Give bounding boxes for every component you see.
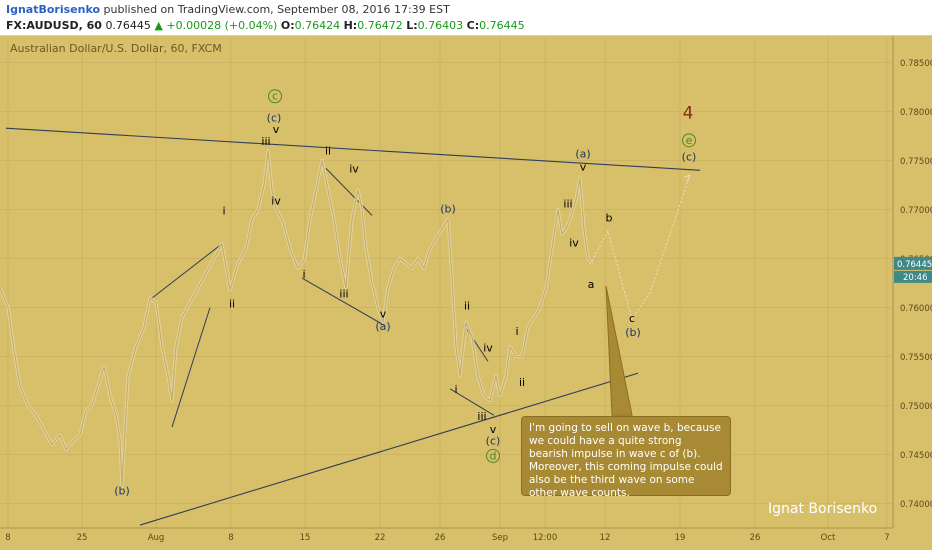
wave-channel-line	[301, 277, 385, 326]
x-tick-label: 26	[750, 533, 761, 543]
x-tick-label: 12	[600, 533, 611, 543]
wave-label: iv	[483, 342, 493, 355]
ohlc-line: FX:AUDUSD, 60 0.76445 ▲ +0.00028 (+0.04%…	[6, 19, 525, 32]
x-tick-label: Oct	[821, 533, 836, 543]
wave-label: v	[380, 307, 387, 320]
last-price: 0.76445	[105, 19, 151, 32]
y-tick-label: 0.77000	[900, 206, 932, 216]
last-time-marker	[894, 270, 932, 283]
wave-label: ii	[464, 299, 470, 312]
projection-path	[589, 175, 691, 321]
y-tick-label: 0.74500	[900, 451, 932, 461]
wave-label: ii	[229, 298, 235, 311]
last-time-label: 20:46	[903, 273, 928, 283]
price-series-line	[0, 150, 593, 487]
wave-channel-line	[149, 243, 223, 301]
wave-label: (a)	[575, 148, 590, 161]
publication-line: IgnatBorisenko published on TradingView.…	[6, 3, 450, 16]
wave-channel-line	[325, 167, 373, 216]
wave-label: v	[490, 423, 497, 436]
wave-label: ii	[325, 145, 331, 158]
close-label: C:	[466, 19, 480, 32]
low-label: L:	[406, 19, 418, 32]
x-tick-label: 26	[435, 533, 446, 543]
wave-label: i	[515, 325, 518, 338]
high-label: H:	[343, 19, 358, 32]
wave-label: b	[606, 211, 613, 224]
wave-label: c	[272, 90, 278, 103]
wave-label-circle	[486, 448, 500, 463]
wave-label: d	[490, 449, 497, 462]
wave-label: (c)	[682, 151, 697, 164]
x-tick-label: 25	[77, 533, 88, 543]
wave-label-circle	[682, 133, 696, 148]
wave-channel-line	[171, 307, 211, 428]
y-tick-label: 0.75000	[900, 402, 932, 412]
price-series-shadow	[0, 149, 594, 488]
y-tick-label: 0.77500	[900, 157, 932, 167]
y-tick-label: 0.78500	[900, 59, 932, 69]
chart-area[interactable]: c (c) v iii iv i ii ii iv i iii v (a) (b) ii iv i iii v (c)…	[0, 36, 932, 550]
wave-label: iv	[349, 162, 359, 175]
x-tick-label: 12:00	[533, 533, 558, 543]
price-axis-background	[893, 36, 932, 550]
wave-label: v	[273, 123, 280, 136]
wave-label: v	[580, 160, 587, 173]
wave-label: iii	[477, 410, 486, 423]
x-tick-label: Aug	[148, 533, 165, 543]
wave-label: ii	[519, 376, 525, 389]
chart-header: IgnatBorisenko published on TradingView.…	[0, 0, 932, 36]
annotation-note[interactable]: I'm going to sell on wave b, because we …	[521, 416, 731, 499]
wave-label: (b)	[114, 485, 130, 498]
wave-label: c	[629, 312, 635, 325]
y-tick-label: 0.78000	[900, 108, 932, 118]
price-change: ▲ +0.00028 (+0.04%)	[154, 19, 278, 32]
wave-label: iii	[261, 135, 270, 148]
x-tick-label: 8	[228, 533, 233, 543]
wave-label: iii	[563, 198, 572, 211]
chart-title: Australian Dollar/U.S. Dollar, 60, FXCM	[10, 42, 222, 55]
y-tick-label: 0.74000	[900, 500, 932, 510]
x-tick-label: 22	[375, 533, 386, 543]
close-value: 0.76445	[479, 19, 525, 32]
callout-pointer	[605, 285, 633, 416]
projection-arrowhead	[683, 174, 691, 182]
wave-label: i	[454, 383, 457, 396]
open-value: 0.76424	[294, 19, 341, 32]
wave-label: 4	[683, 103, 694, 123]
x-tick-label: 7	[884, 533, 889, 543]
high-value: 0.76472	[357, 19, 403, 32]
wave-label: iii	[339, 288, 348, 301]
price-chart[interactable]: c(c)viiiiviiiiiiviiiiv(a)(b)iiiviiiiv(c)…	[0, 36, 932, 550]
author-watermark: Ignat Borisenko	[768, 501, 878, 517]
wave-label-circle	[268, 89, 282, 104]
author-link[interactable]: IgnatBorisenko	[6, 3, 101, 16]
wave-label: (b)	[440, 202, 456, 215]
last-price-marker	[894, 256, 932, 270]
last-price-label: 0.76445	[897, 260, 932, 270]
wave-channel-line	[449, 388, 495, 416]
wave-label: e	[686, 134, 693, 147]
x-tick-label: 15	[300, 533, 311, 543]
y-tick-label: 0.75500	[900, 353, 932, 363]
upper-trendline	[5, 127, 701, 171]
wave-label: a	[588, 278, 595, 291]
wave-label: (a)	[375, 320, 390, 333]
x-tick-label: 8	[5, 533, 10, 543]
wave-label: i	[222, 204, 225, 217]
wave-label: i	[302, 268, 305, 281]
symbol-label: FX:AUDUSD, 60	[6, 19, 102, 32]
wave-label: (b)	[625, 326, 641, 339]
x-tick-label: Sep	[492, 533, 508, 543]
wave-label: (c)	[486, 435, 501, 448]
wave-label: iv	[271, 195, 281, 208]
wave-label: (c)	[267, 111, 282, 124]
y-tick-label: 0.76000	[900, 304, 932, 314]
x-tick-label: 19	[675, 533, 686, 543]
open-label: O:	[280, 19, 295, 32]
lower-trendline	[139, 372, 639, 526]
low-value: 0.76403	[417, 19, 464, 32]
wave-label: iv	[569, 237, 579, 250]
published-text: published on TradingView.com, September …	[103, 3, 450, 16]
